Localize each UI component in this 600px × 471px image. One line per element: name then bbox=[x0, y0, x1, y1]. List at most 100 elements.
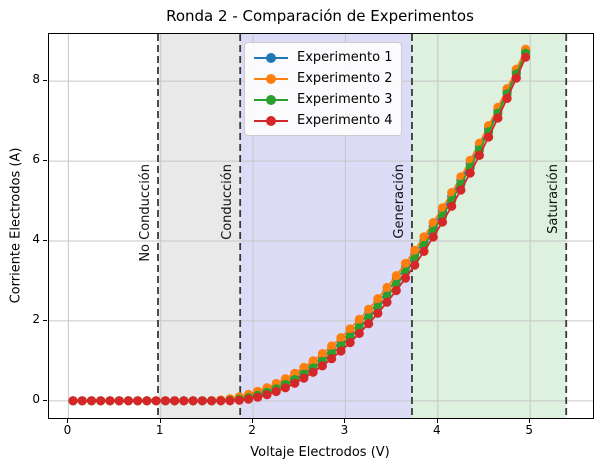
series-marker-2 bbox=[354, 314, 364, 324]
legend: Experimento 1 Experimento 2 Experimento … bbox=[244, 42, 403, 136]
y-tick-label: 8 bbox=[32, 72, 40, 87]
x-tick-mark bbox=[159, 419, 161, 423]
y-tick-label: 2 bbox=[32, 311, 40, 326]
series-marker-2 bbox=[400, 258, 411, 268]
series-marker-4 bbox=[382, 297, 392, 307]
legend-label: Experimento 3 bbox=[297, 92, 393, 107]
series-marker-4 bbox=[428, 232, 438, 242]
series-marker-4 bbox=[234, 395, 244, 405]
series-marker-4 bbox=[391, 285, 401, 296]
y-tick-mark bbox=[43, 160, 47, 162]
series-marker-4 bbox=[290, 378, 300, 388]
series-marker-4 bbox=[317, 361, 327, 371]
region-label-saturacion: Saturación bbox=[546, 164, 562, 234]
legend-item-experimento-4: Experimento 4 bbox=[254, 110, 392, 131]
series-marker-4 bbox=[373, 308, 383, 318]
x-tick-label: 4 bbox=[433, 423, 441, 437]
legend-item-experimento-3: Experimento 3 bbox=[254, 89, 392, 110]
series-marker-2 bbox=[317, 349, 327, 359]
series-marker-2 bbox=[364, 304, 374, 314]
legend-label: Experimento 1 bbox=[297, 50, 393, 65]
x-tick-mark bbox=[67, 419, 69, 423]
series-marker-2 bbox=[336, 333, 346, 343]
series-marker-2 bbox=[345, 324, 355, 334]
series-marker-4 bbox=[262, 390, 272, 400]
y-tick-label: 6 bbox=[32, 152, 40, 167]
series-marker-2 bbox=[373, 294, 383, 304]
series-marker-4 bbox=[142, 396, 152, 406]
y-tick-mark bbox=[43, 399, 47, 401]
series-marker-4 bbox=[133, 396, 143, 406]
series-marker-4 bbox=[465, 168, 475, 178]
series-marker-4 bbox=[151, 396, 161, 406]
series-marker-2 bbox=[308, 356, 318, 366]
series-marker-4 bbox=[437, 217, 448, 227]
x-tick-mark bbox=[252, 419, 254, 423]
series-marker-4 bbox=[345, 338, 355, 348]
series-marker-4 bbox=[188, 396, 198, 406]
series-marker-4 bbox=[216, 396, 226, 406]
series-marker-4 bbox=[123, 396, 133, 406]
series-marker-2 bbox=[290, 368, 300, 378]
series-marker-4 bbox=[456, 185, 466, 195]
line-marker-icon bbox=[254, 115, 288, 126]
x-tick-mark bbox=[344, 419, 346, 423]
y-tick-mark bbox=[43, 80, 47, 82]
series-marker-2 bbox=[410, 245, 420, 255]
series-marker-2 bbox=[428, 218, 438, 228]
series-marker-4 bbox=[308, 367, 318, 377]
plot-area: No Conducción Conducción Generación Satu… bbox=[48, 33, 594, 419]
series-marker-4 bbox=[299, 373, 309, 383]
x-tick-label: 2 bbox=[248, 423, 256, 437]
series-marker-4 bbox=[105, 396, 115, 406]
line-marker-icon bbox=[254, 73, 288, 84]
x-axis-label: Voltaje Electrodos (V) bbox=[250, 445, 390, 460]
series-marker-4 bbox=[511, 73, 521, 83]
series-marker-2 bbox=[299, 362, 309, 372]
series-marker-4 bbox=[207, 396, 217, 406]
series-marker-2 bbox=[391, 271, 401, 281]
y-axis-label: Corriente Electrodos (A) bbox=[8, 147, 24, 304]
series-marker-2 bbox=[419, 232, 429, 242]
legend-item-experimento-2: Experimento 2 bbox=[254, 68, 392, 89]
series-marker-4 bbox=[86, 396, 97, 406]
series-marker-4 bbox=[447, 201, 457, 211]
series-marker-4 bbox=[502, 93, 512, 103]
series-marker-4 bbox=[197, 396, 207, 406]
series-marker-4 bbox=[68, 396, 78, 406]
series-marker-4 bbox=[521, 52, 531, 62]
series-marker-2 bbox=[327, 341, 337, 351]
series-marker-4 bbox=[253, 392, 263, 402]
y-tick-label: 0 bbox=[32, 391, 40, 406]
x-tick-label: 1 bbox=[155, 423, 164, 437]
series-marker-4 bbox=[474, 150, 484, 160]
y-tick-mark bbox=[43, 319, 47, 321]
line-marker-icon bbox=[254, 52, 288, 63]
chart-title: Ronda 2 - Comparación de Experimentos bbox=[166, 7, 474, 25]
series-marker-4 bbox=[271, 386, 281, 397]
region-span bbox=[157, 34, 241, 418]
x-tick-label: 5 bbox=[525, 423, 533, 437]
series-marker-4 bbox=[419, 246, 429, 256]
series-marker-4 bbox=[243, 394, 254, 404]
series-marker-4 bbox=[484, 132, 494, 142]
legend-item-experimento-1: Experimento 1 bbox=[254, 47, 392, 68]
x-tick-mark bbox=[436, 419, 438, 423]
series-marker-4 bbox=[364, 319, 374, 329]
series-marker-4 bbox=[114, 396, 124, 406]
x-tick-label: 3 bbox=[340, 423, 349, 437]
region-label-no-conduccion: No Conducción bbox=[137, 164, 153, 262]
x-tick-label: 0 bbox=[63, 423, 72, 437]
series-marker-4 bbox=[493, 113, 503, 123]
series-marker-2 bbox=[382, 282, 392, 293]
series-marker-4 bbox=[280, 383, 290, 393]
series-marker-2 bbox=[437, 203, 448, 213]
series-marker-4 bbox=[96, 396, 106, 406]
series-marker-4 bbox=[179, 396, 189, 406]
line-marker-icon bbox=[254, 94, 288, 105]
series-marker-4 bbox=[400, 273, 411, 283]
legend-label: Experimento 2 bbox=[297, 71, 393, 86]
series-marker-4 bbox=[225, 396, 235, 406]
series-marker-4 bbox=[336, 346, 346, 356]
